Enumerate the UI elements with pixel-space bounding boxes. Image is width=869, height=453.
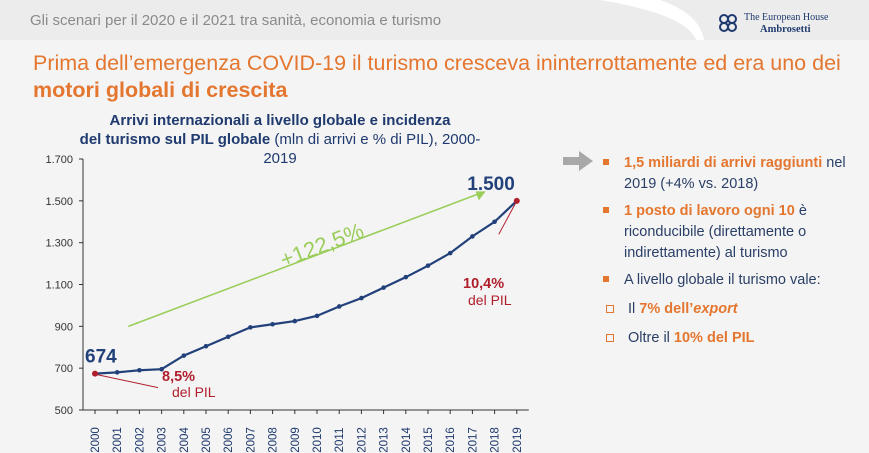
bullet-item: 1,5 miliardi di arrivi raggiunti nel 201… bbox=[600, 153, 862, 195]
y-tick-label: 1.300 bbox=[45, 238, 73, 250]
x-tick-label: 2009 bbox=[290, 427, 302, 453]
bullet-item: 1 posto di lavoro ogni 10 è riconducibil… bbox=[600, 201, 862, 264]
key-points: 1,5 miliardi di arrivi raggiunti nel 201… bbox=[600, 153, 862, 349]
x-tick-label: 2019 bbox=[512, 427, 524, 453]
logo-line2: Ambrosetti bbox=[760, 24, 811, 35]
chart-title-line2-bold: del turismo sul PIL globale bbox=[79, 131, 271, 148]
data-point bbox=[447, 250, 453, 256]
x-tick-label: 2004 bbox=[179, 427, 191, 453]
data-point bbox=[425, 263, 431, 268]
square-bullet-icon bbox=[606, 305, 614, 313]
data-point bbox=[92, 370, 98, 377]
y-tick-label: 500 bbox=[55, 405, 73, 417]
x-tick-label: 2010 bbox=[312, 427, 324, 453]
data-point bbox=[270, 321, 275, 327]
data-point bbox=[381, 285, 386, 290]
x-tick-label: 2012 bbox=[356, 427, 368, 453]
data-point bbox=[359, 295, 364, 301]
series-line bbox=[94, 200, 518, 375]
pil-start-label: del PIL bbox=[172, 384, 216, 400]
y-tick-label: 1.100 bbox=[45, 280, 73, 292]
x-tick-label: 2000 bbox=[90, 427, 102, 453]
x-tick-label: 2013 bbox=[379, 427, 391, 453]
pil-end-leader bbox=[498, 200, 518, 235]
data-point bbox=[314, 313, 320, 319]
chart-title: Arrivi internazionali a livello globale … bbox=[70, 111, 490, 168]
data-point bbox=[492, 219, 497, 225]
x-tick-label: 2005 bbox=[201, 427, 213, 453]
sub-bullet-item: Oltre il 10% del PIL bbox=[600, 328, 862, 349]
data-point bbox=[336, 304, 342, 309]
x-tick-label: 2008 bbox=[268, 427, 280, 453]
pil-end-label: del PIL bbox=[468, 292, 512, 308]
y-tick-label: 900 bbox=[55, 321, 73, 333]
data-point bbox=[403, 274, 409, 280]
x-tick-label: 2011 bbox=[334, 428, 346, 453]
pil-end-pct: 10,4% bbox=[463, 276, 504, 292]
logo: The European House Ambrosetti bbox=[718, 10, 844, 36]
x-tick-label: 2007 bbox=[245, 427, 257, 453]
end-value-label: 1.500 bbox=[467, 174, 515, 195]
header-bar: Gli scenari per il 2020 e il 2021 tra sa… bbox=[0, 0, 869, 40]
logo-mark-icon bbox=[719, 14, 737, 32]
headline-bold: motori globali di crescita bbox=[33, 78, 288, 102]
data-point bbox=[225, 334, 231, 340]
y-tick-label: 1.500 bbox=[45, 196, 73, 208]
data-point bbox=[248, 325, 253, 330]
growth-arrow bbox=[128, 193, 478, 328]
x-tick-label: 2001 bbox=[112, 427, 124, 453]
growth-label: +122,5% bbox=[277, 218, 368, 273]
data-point bbox=[470, 234, 475, 239]
header-title: Gli scenari per il 2020 e il 2021 tra sa… bbox=[30, 12, 442, 29]
pil-start-pct: 8,5% bbox=[162, 369, 195, 385]
y-tick-label: 1.700 bbox=[45, 154, 73, 166]
x-tick-label: 2006 bbox=[223, 427, 235, 453]
arrow-right-icon bbox=[563, 151, 593, 171]
data-point bbox=[159, 366, 164, 372]
data-point bbox=[181, 353, 187, 358]
x-tick-label: 2015 bbox=[423, 427, 435, 453]
data-point bbox=[292, 318, 298, 324]
data-point bbox=[203, 343, 209, 349]
square-bullet-icon bbox=[606, 334, 614, 342]
sub-bullet-item: Il 7% dell’export bbox=[600, 299, 862, 320]
bullet-item: A livello globale il turismo vale: bbox=[600, 270, 862, 291]
headline-text: Prima dell’emergenza COVID-19 il turismo… bbox=[33, 51, 841, 75]
data-point bbox=[513, 197, 520, 204]
chart-title-line1: Arrivi internazionali a livello globale … bbox=[109, 112, 451, 129]
header-swoosh-shape bbox=[600, 0, 704, 40]
x-tick-label: 2002 bbox=[134, 427, 146, 453]
x-tick-label: 2014 bbox=[401, 427, 413, 453]
headline: Prima dell’emergenza COVID-19 il turismo… bbox=[33, 50, 853, 104]
x-tick-label: 2003 bbox=[157, 427, 169, 453]
data-point bbox=[137, 367, 142, 373]
y-tick-label: 700 bbox=[55, 363, 73, 375]
x-tick-label: 2017 bbox=[467, 427, 479, 453]
data-point bbox=[114, 370, 120, 375]
x-tick-label: 2016 bbox=[445, 427, 457, 453]
pil-start-leader bbox=[96, 374, 159, 389]
logo-line1: The European House bbox=[744, 12, 829, 23]
x-tick-label: 2018 bbox=[490, 427, 502, 453]
start-value-label: 674 bbox=[85, 347, 117, 368]
line-chart: 500 700 900 1.100 1.300 1.500 1.700 2000 2001 200… bbox=[45, 154, 529, 453]
growth-arrow-head bbox=[475, 191, 486, 201]
chart-title-line2-rest: (mln di arrivi e % di PIL), 2000-2019 bbox=[263, 131, 481, 167]
